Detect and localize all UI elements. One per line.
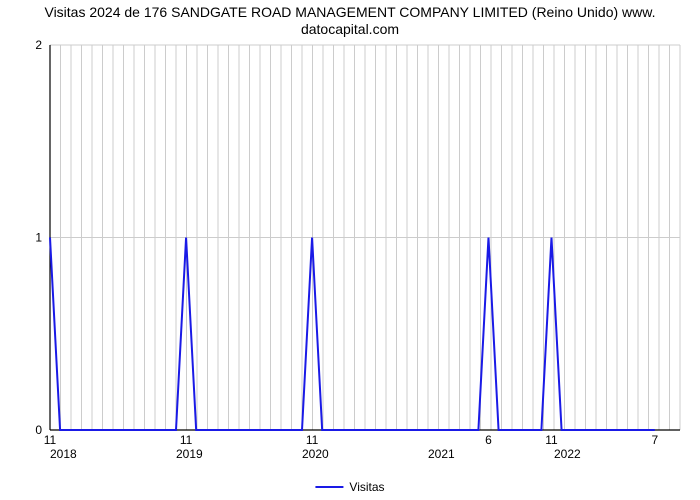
point-value-label: 11	[545, 433, 558, 447]
point-value-label: 6	[485, 433, 492, 447]
point-value-label: 11	[44, 433, 57, 447]
y-tick-label: 1	[35, 231, 42, 245]
x-tick-label: 2018	[50, 447, 77, 461]
x-tick-label: 2022	[554, 447, 581, 461]
legend: Visitas	[315, 480, 384, 494]
chart-container: Visitas 2024 de 176 SANDGATE ROAD MANAGE…	[0, 0, 700, 500]
chart-svg: 012201820192020202120221111116117	[0, 0, 700, 500]
point-value-label: 7	[651, 433, 658, 447]
legend-label: Visitas	[349, 480, 384, 494]
legend-swatch	[315, 486, 343, 488]
point-value-label: 11	[306, 433, 319, 447]
y-tick-label: 0	[35, 423, 42, 437]
y-tick-label: 2	[35, 38, 42, 52]
x-tick-label: 2021	[428, 447, 455, 461]
point-value-label: 11	[180, 433, 193, 447]
x-tick-label: 2019	[176, 447, 203, 461]
x-tick-label: 2020	[302, 447, 329, 461]
